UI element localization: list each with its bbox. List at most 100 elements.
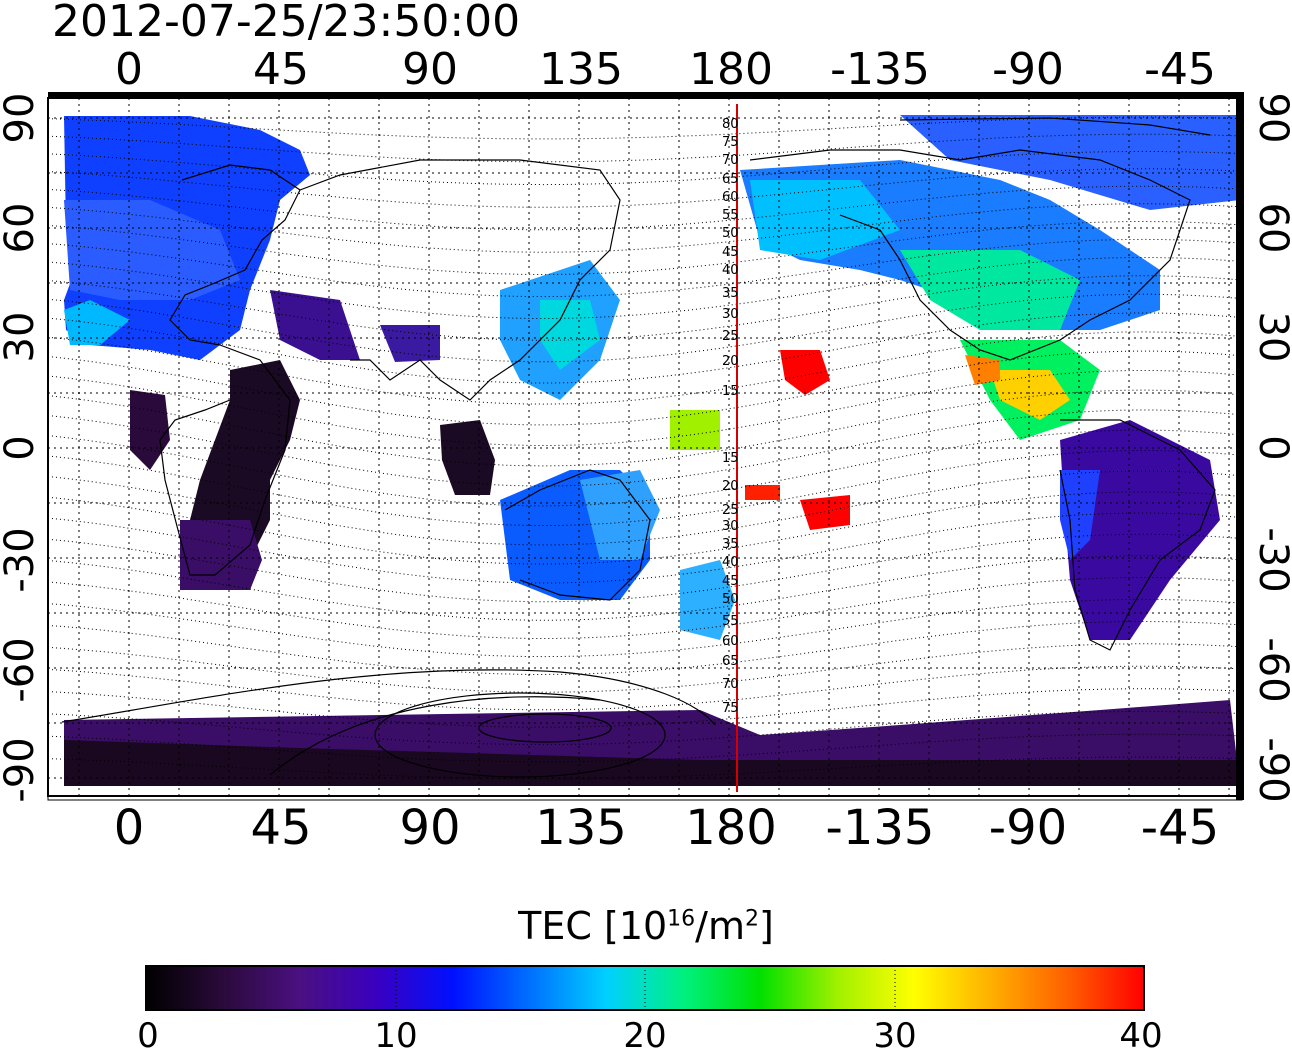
meridian-label: 40 (722, 263, 739, 278)
meridian-labels: 8075706560555045403530252015152025303540… (722, 117, 739, 716)
left-lat-tick: -90 (0, 737, 43, 803)
tec-patch (900, 250, 1080, 330)
tec-patch (965, 355, 1000, 385)
top-lon-tick: 135 (539, 44, 623, 95)
colorbar-gradient (145, 965, 1145, 1011)
meridian-label: 70 (722, 153, 739, 168)
colorbar-tick-marks (395, 966, 896, 1010)
tec-patch (440, 420, 495, 495)
meridian-label: 20 (722, 354, 739, 369)
meridian-label: 65 (722, 654, 739, 669)
top-lon-tick: -90 (992, 44, 1064, 95)
tec-patch (130, 390, 170, 470)
colorbar-tick: 0 (137, 1016, 159, 1056)
top-lon-tick: 45 (253, 44, 309, 95)
meridian-label: 75 (722, 135, 739, 150)
meridian-label: 20 (722, 479, 739, 494)
tec-patch (180, 520, 262, 590)
map-plot-area (48, 98, 1242, 796)
colorbar-title-suffix: ] (759, 904, 774, 948)
meridian-label: 25 (722, 503, 739, 518)
left-lat-tick: -30 (0, 527, 43, 593)
tec-patch (780, 350, 830, 395)
meridian-label: 70 (722, 677, 739, 692)
meridian-label: 35 (722, 286, 739, 301)
right-lat-tick: -90 (1250, 737, 1292, 803)
top-frame-bar (48, 92, 1242, 98)
bottom-lon-tick: -135 (825, 800, 935, 856)
meridian-label: 55 (722, 614, 739, 629)
bottom-lon-tick: 0 (113, 800, 145, 856)
tec-patch (670, 410, 720, 450)
colorbar-tick: 10 (374, 1016, 418, 1056)
meridian-label: 15 (722, 384, 739, 399)
left-lat-tick: 0 (0, 435, 43, 461)
tec-patch (750, 180, 900, 260)
bottom-lon-tick: 180 (685, 800, 777, 856)
colorbar-title-exp: 16 (667, 906, 696, 932)
left-lat-tick: 60 (0, 202, 43, 254)
meridian-label: 60 (722, 634, 739, 649)
meridian-label: 30 (722, 307, 739, 322)
right-lat-tick: -30 (1250, 527, 1292, 593)
colorbar-title-unit: /m (695, 904, 745, 948)
tec-patch (64, 740, 1240, 786)
right-frame-bar (1236, 92, 1244, 800)
top-lon-tick: -45 (1144, 44, 1216, 95)
meridian-label: 80 (722, 117, 739, 132)
right-lat-tick: 60 (1250, 202, 1292, 254)
top-lon-tick: -135 (830, 44, 930, 95)
colorbar-tick: 40 (1119, 1016, 1163, 1056)
tec-patch (1060, 420, 1220, 640)
bottom-lon-tick: 135 (535, 800, 627, 856)
solid-contours (61, 669, 716, 778)
grid-lines (48, 98, 1242, 796)
bottom-lon-tick: 45 (250, 800, 312, 856)
meridian-label: 50 (722, 592, 739, 607)
coastline (504, 469, 651, 601)
coastline (899, 117, 1211, 136)
meridian-label: 55 (722, 208, 739, 223)
meridian-label: 30 (722, 519, 739, 534)
meridian-label: 75 (722, 701, 739, 716)
tec-patch (580, 470, 660, 560)
meridian-label: 40 (722, 555, 739, 570)
bottom-lon-tick: -90 (988, 800, 1068, 856)
meridian-label: 35 (722, 537, 739, 552)
top-lon-tick: 0 (115, 44, 143, 95)
meridian-label: 65 (722, 172, 739, 187)
coastline (159, 344, 291, 576)
colorbar-tick: 20 (623, 1016, 667, 1056)
tec-patch (1060, 470, 1100, 560)
meridian-label: 25 (722, 329, 739, 344)
tec-patch (190, 360, 300, 560)
timestamp-title: 2012-07-25/23:50:00 (52, 0, 521, 47)
tec-patch (680, 560, 735, 640)
left-lat-tick: -60 (0, 637, 43, 703)
right-lat-tick: 0 (1250, 435, 1292, 461)
meridian-label: 15 (722, 451, 739, 466)
colorbar-title: TEC [1016/m2] (0, 904, 1292, 948)
coastline (749, 149, 1191, 361)
colorbar-title-exp2: 2 (745, 906, 759, 932)
magnetic-latitude-contours (48, 116, 1241, 780)
coastline (169, 164, 301, 346)
tec-patch (800, 495, 850, 530)
coastline (299, 159, 621, 401)
right-lat-tick: -60 (1250, 637, 1292, 703)
colorbar (145, 965, 1145, 1011)
tec-patch (745, 485, 780, 500)
left-lat-tick: 90 (0, 92, 43, 144)
tec-patch (270, 290, 360, 360)
top-lon-tick: 180 (689, 44, 773, 95)
right-lat-tick: 90 (1250, 92, 1292, 144)
tec-patch (990, 370, 1070, 420)
coastline (1059, 419, 1216, 651)
right-lat-tick: 30 (1250, 311, 1292, 363)
meridian-label: 60 (722, 190, 739, 205)
meridian-label: 45 (722, 245, 739, 260)
tec-patch (64, 300, 130, 345)
colorbar-title-prefix: TEC [10 (518, 904, 668, 948)
tec-patches (64, 115, 1240, 786)
